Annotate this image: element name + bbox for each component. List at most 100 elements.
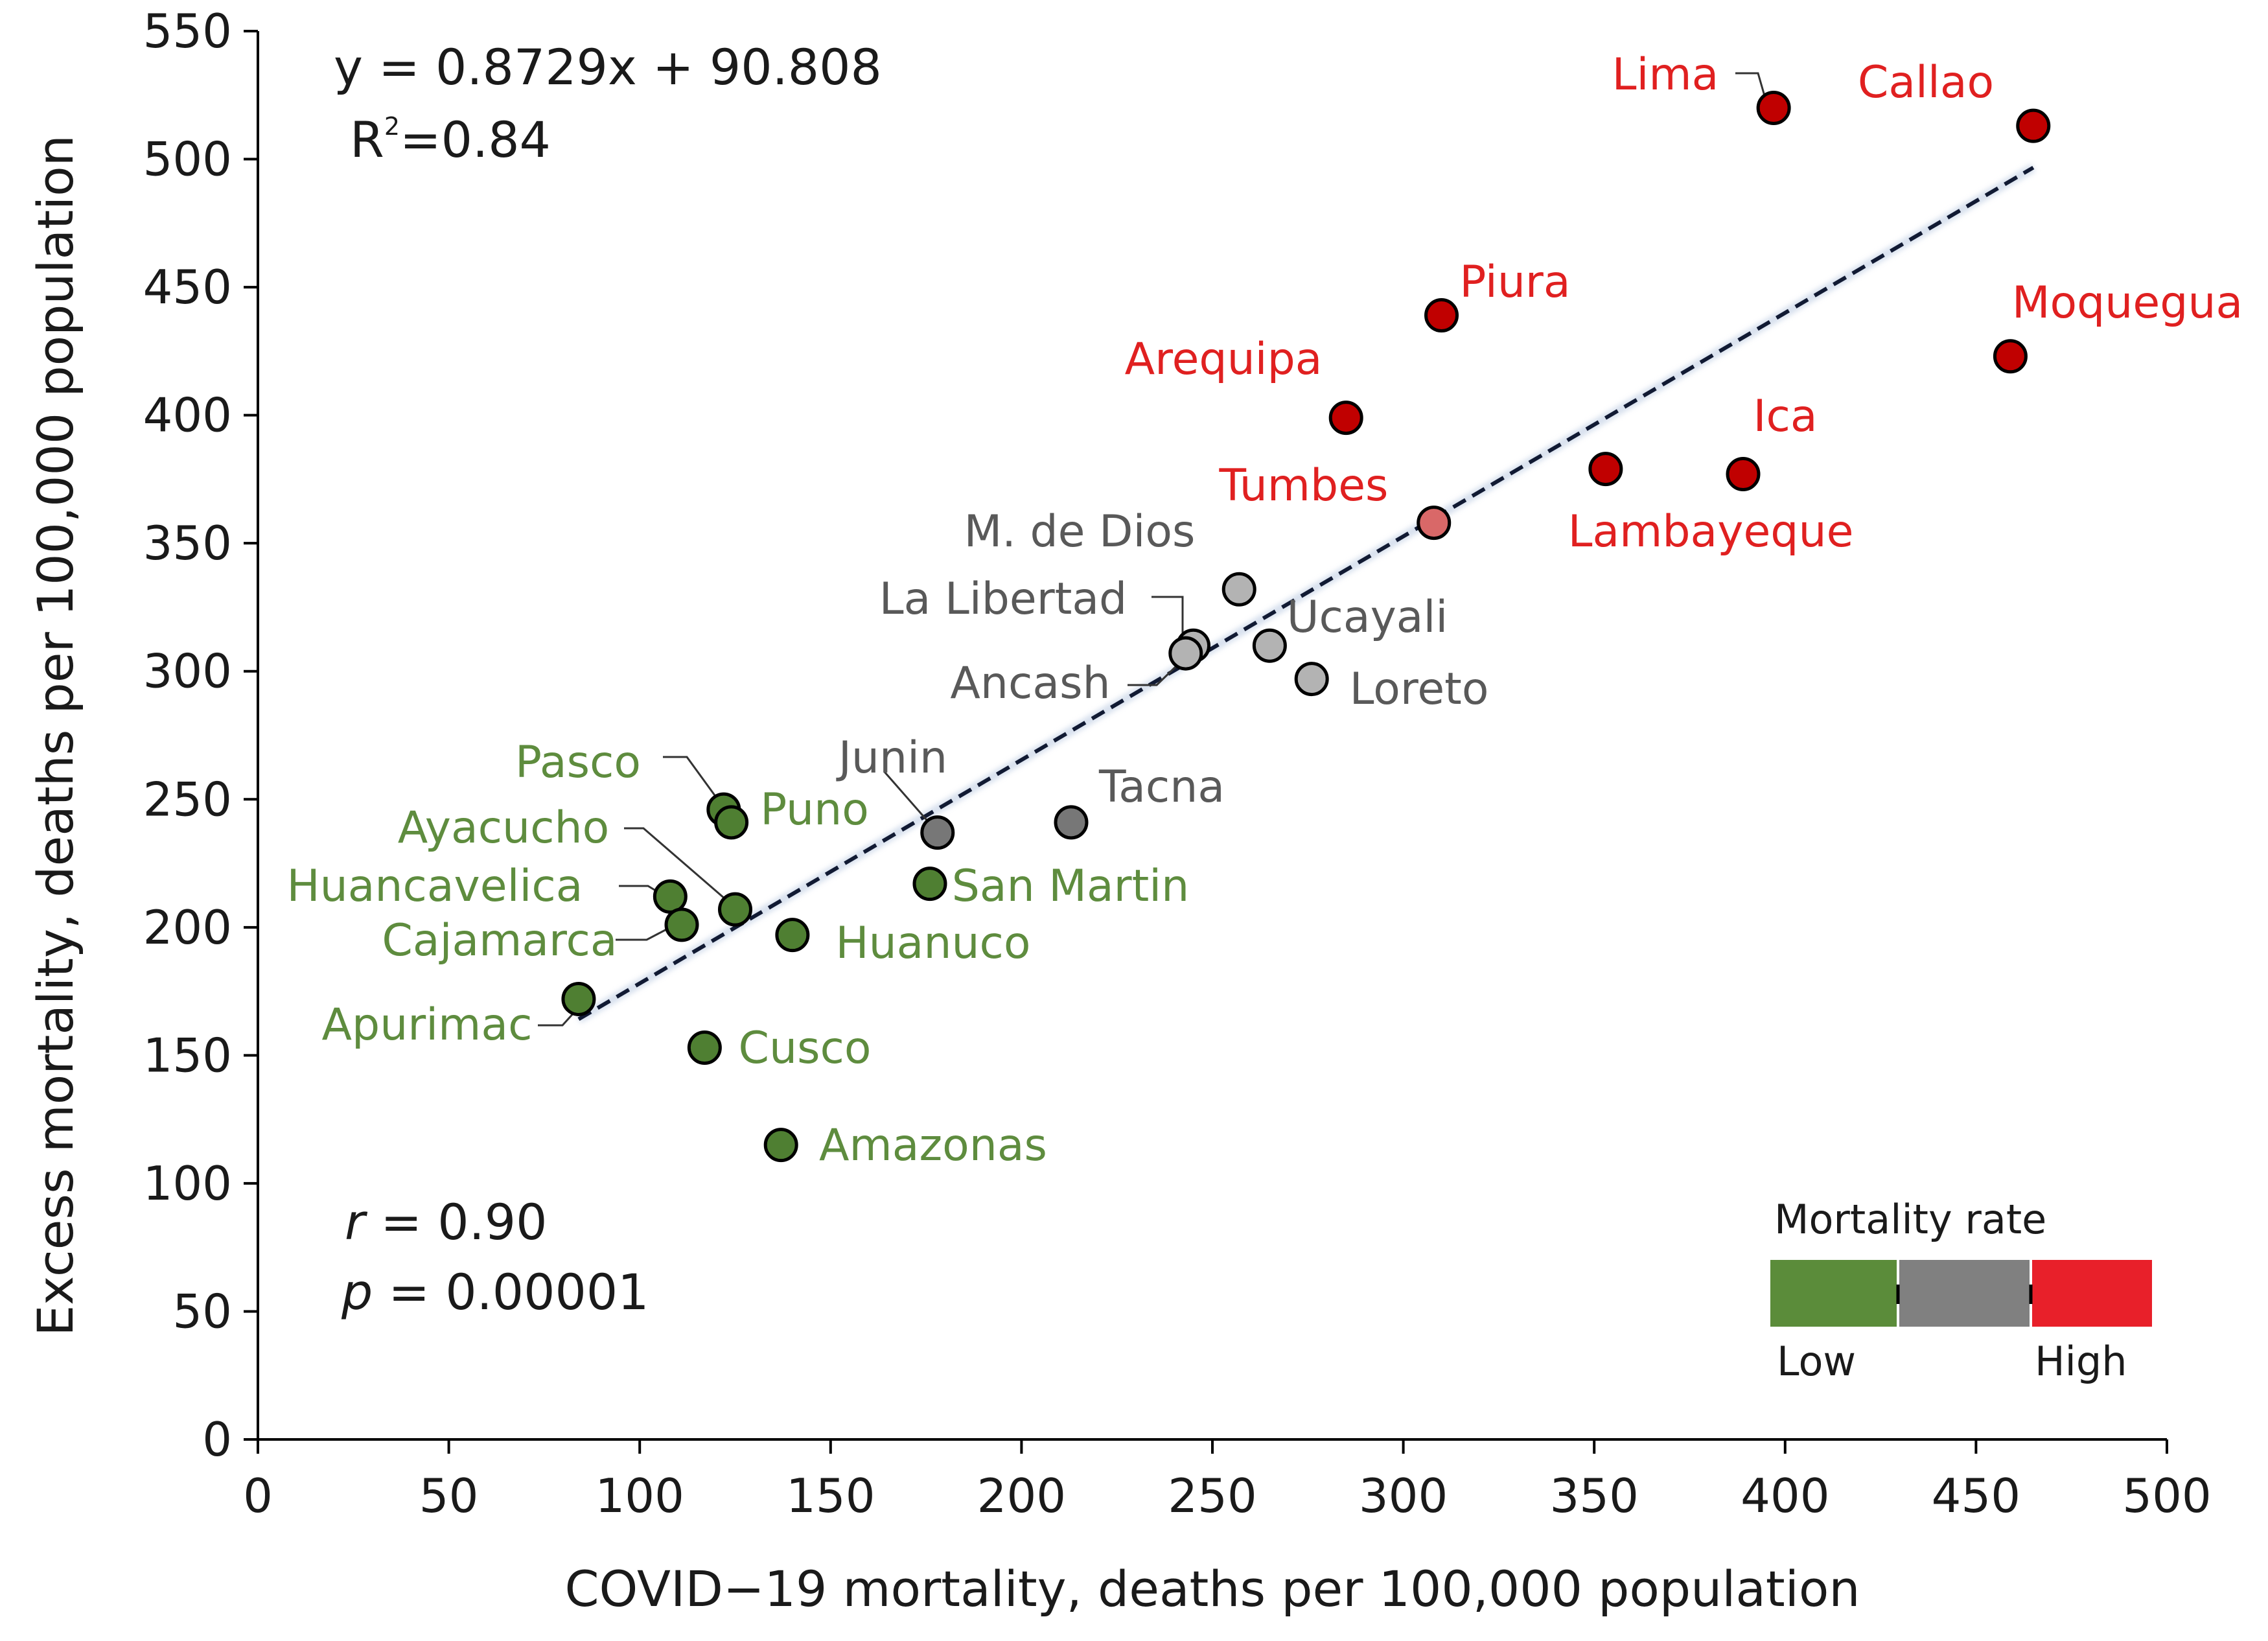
point-puno xyxy=(714,805,749,840)
point-cusco xyxy=(687,1030,722,1065)
label-amazonas: Amazonas xyxy=(819,1120,1047,1171)
point-apurimac xyxy=(561,981,596,1016)
label-apurimac: Apurimac xyxy=(322,999,533,1051)
point-arequipa xyxy=(1328,401,1363,436)
x-axis-ticks: 0 50 100 150 200 250 300 350 400 450 500 xyxy=(243,1439,2212,1523)
label-moquegua: Moquegua xyxy=(2012,277,2243,329)
x-tick-label: 250 xyxy=(1168,1469,1256,1523)
y-tick-label: 0 xyxy=(202,1412,232,1467)
legend-swatch-low xyxy=(1770,1260,1897,1327)
label-ayacucho: Ayacucho xyxy=(398,802,609,854)
y-axis-ticks: 0 50 100 150 200 250 300 350 400 450 500 550 xyxy=(143,4,258,1467)
correlation-r: r = 0.90 xyxy=(345,1193,547,1251)
point-ayacucho xyxy=(718,892,752,927)
y-tick-label: 300 xyxy=(143,644,232,699)
point-labels: Lima Callao Piura Moquegua Arequipa Ica Lambay… xyxy=(287,49,2243,1171)
p-value: p = 0.00001 xyxy=(341,1263,649,1321)
label-pasco: Pasco xyxy=(515,737,641,788)
leader-cajamarca xyxy=(616,925,672,941)
legend-low-label: Low xyxy=(1777,1338,1856,1385)
x-tick-label: 500 xyxy=(2122,1469,2211,1523)
regression-line-group xyxy=(576,163,2036,1023)
legend-swatch-high xyxy=(2031,1260,2152,1327)
regression-line xyxy=(577,165,2035,1021)
x-tick-label: 50 xyxy=(419,1469,479,1523)
leader-apurimac xyxy=(538,1010,577,1027)
x-tick-label: 200 xyxy=(977,1469,1066,1523)
y-tick-label: 200 xyxy=(143,900,232,955)
label-puno: Puno xyxy=(760,784,869,835)
label-cajamarca: Cajamarca xyxy=(382,915,617,966)
y-axis-title: Excess mortality, deaths per 100,000 pop… xyxy=(27,135,84,1336)
x-tick-label: 150 xyxy=(786,1469,875,1523)
r-squared: R2=0.84 xyxy=(350,111,551,169)
legend-high-label: High xyxy=(2035,1338,2127,1385)
x-tick-label: 0 xyxy=(243,1469,273,1523)
x-tick-label: 350 xyxy=(1549,1469,1638,1523)
y-tick-label: 450 xyxy=(143,260,232,314)
y-tick-label: 150 xyxy=(143,1028,232,1082)
point-tumbes xyxy=(1417,506,1452,541)
label-tacna: Tacna xyxy=(1098,762,1225,813)
point-lambayeque xyxy=(1588,452,1623,487)
r-symbol: r xyxy=(345,1193,368,1251)
p-value-number: = 0.00001 xyxy=(373,1263,649,1321)
label-tumbes: Tumbes xyxy=(1219,460,1389,511)
point-lima xyxy=(1756,91,1791,126)
x-tick-label: 300 xyxy=(1359,1469,1448,1523)
regression-equation: y = 0.8729x + 90.808 xyxy=(334,38,882,96)
label-ancash: Ancash xyxy=(950,658,1110,709)
y-tick-label: 50 xyxy=(172,1284,232,1338)
point-ucayali xyxy=(1252,628,1287,663)
x-tick-label: 400 xyxy=(1741,1469,1829,1523)
y-tick-label: 400 xyxy=(143,388,232,443)
legend-title: Mortality rate xyxy=(1774,1196,2046,1243)
leader-la-libertad xyxy=(1151,596,1184,648)
x-tick-label: 450 xyxy=(1932,1469,2020,1523)
point-ica xyxy=(1726,457,1761,492)
label-ica: Ica xyxy=(1753,391,1817,442)
label-piura: Piura xyxy=(1459,257,1570,308)
label-la-libertad: La Libertad xyxy=(879,574,1127,625)
label-m-de-dios: M. de Dios xyxy=(964,506,1196,557)
point-huanuco xyxy=(775,918,810,953)
label-san-martin: San Martin xyxy=(952,861,1190,912)
label-huancavelica: Huancavelica xyxy=(287,861,583,912)
label-junin: Junin xyxy=(836,732,947,784)
point-callao xyxy=(2016,108,2051,143)
y-tick-label: 550 xyxy=(143,4,232,58)
r-squared-value: =0.84 xyxy=(400,111,551,169)
point-moquegua xyxy=(1993,339,2028,374)
y-tick-label: 250 xyxy=(143,772,232,826)
r-value: = 0.90 xyxy=(365,1193,547,1251)
r-squared-exponent: 2 xyxy=(384,112,400,141)
x-tick-label: 100 xyxy=(595,1469,684,1523)
leader-ayacucho xyxy=(624,827,730,904)
point-tacna xyxy=(1054,805,1089,840)
leader-pasco xyxy=(663,756,719,800)
p-symbol: p xyxy=(341,1263,373,1321)
leader-ancash xyxy=(1128,665,1177,686)
data-points xyxy=(561,91,2051,1163)
point-junin xyxy=(920,815,955,850)
point-ancash xyxy=(1168,636,1203,671)
point-piura xyxy=(1424,298,1459,333)
label-callao: Callao xyxy=(1858,57,1994,108)
y-tick-label: 350 xyxy=(143,516,232,570)
y-tick-label: 100 xyxy=(143,1156,232,1211)
label-ucayali: Ucayali xyxy=(1287,592,1448,643)
point-cajamarca xyxy=(664,907,699,942)
label-lima: Lima xyxy=(1612,49,1719,100)
y-tick-label: 500 xyxy=(143,132,232,187)
label-cusco: Cusco xyxy=(739,1023,872,1074)
label-huanuco: Huanuco xyxy=(835,918,1030,969)
point-amazonas xyxy=(763,1128,798,1163)
point-san-martin xyxy=(912,867,947,902)
label-loreto: Loreto xyxy=(1350,664,1489,715)
label-lambayeque: Lambayeque xyxy=(1568,506,1854,557)
point-loreto xyxy=(1294,662,1329,697)
r-squared-symbol: R xyxy=(350,111,384,169)
legend-swatch-mid xyxy=(1899,1260,2030,1327)
